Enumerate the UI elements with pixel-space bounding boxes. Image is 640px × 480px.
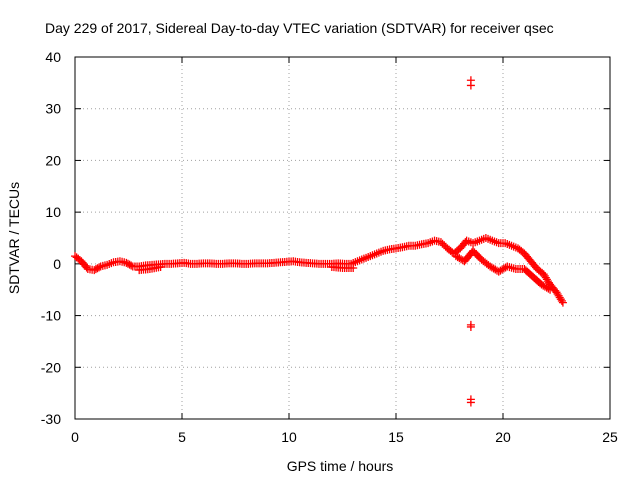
x-tick-label: 15 — [388, 429, 404, 445]
y-tick-label: 30 — [45, 101, 61, 117]
y-tick-label: -30 — [41, 411, 61, 427]
axis-ticks: 0 5 10 15 20 25 -30 -20 -10 0 10 20 30 40 — [41, 49, 618, 445]
data-point — [466, 322, 475, 331]
data-point — [546, 285, 555, 294]
data-point — [557, 296, 566, 305]
y-tick-label: -10 — [41, 308, 61, 324]
data-point — [127, 261, 136, 270]
x-tick-label: 5 — [178, 429, 186, 445]
y-axis-label: SDTVAR / TECUs — [6, 182, 22, 294]
x-tick-label: 0 — [71, 429, 79, 445]
data-point — [466, 81, 475, 90]
x-tick-label: 25 — [602, 429, 618, 445]
y-tick-label: 10 — [45, 204, 61, 220]
data-points — [71, 76, 567, 407]
y-tick-label: 40 — [45, 49, 61, 65]
grid-lines — [75, 57, 610, 419]
data-point — [95, 263, 104, 272]
y-tick-label: 20 — [45, 152, 61, 168]
x-tick-label: 20 — [495, 429, 511, 445]
plot-frame — [74, 56, 611, 420]
chart-title: Day 229 of 2017, Sidereal Day-to-day VTE… — [45, 20, 554, 36]
y-tick-label: 0 — [53, 256, 61, 272]
x-tick-label: 10 — [281, 429, 297, 445]
x-axis-label: GPS time / hours — [287, 458, 394, 474]
y-tick-label: -20 — [41, 359, 61, 375]
data-point — [82, 263, 91, 272]
data-point — [105, 260, 114, 269]
data-point — [466, 398, 475, 407]
data-point — [558, 298, 567, 307]
data-point — [156, 262, 165, 271]
data-point — [349, 263, 358, 272]
data-point — [544, 284, 553, 293]
data-point — [426, 238, 435, 247]
